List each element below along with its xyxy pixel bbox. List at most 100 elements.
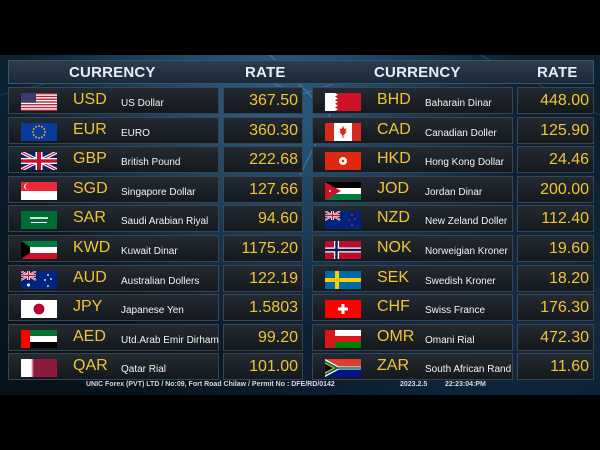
- currency-name: Omani Rial: [425, 334, 475, 346]
- currency-name: British Pound: [121, 157, 181, 169]
- currency-cell: CAD Canadian Doller: [312, 116, 513, 144]
- header-rate-right: RATE: [537, 64, 578, 81]
- table-header: CURRENCY RATE CURRENCY RATE: [8, 60, 594, 84]
- rate-value: 19.60: [517, 235, 594, 262]
- currency-code: NOK: [377, 239, 412, 256]
- currency-cell: JPY Japanese Yen: [8, 294, 219, 322]
- currency-row-aed: AED Utd.Arab Emir Dirham 99.20: [8, 323, 304, 351]
- currency-name: Kuwait Dinar: [121, 246, 178, 257]
- currency-cell: AED Utd.Arab Emir Dirham: [8, 323, 219, 351]
- rate-value: 125.90: [517, 116, 594, 144]
- flag-nz-icon: [325, 211, 361, 230]
- currency-name: US Dollar: [121, 98, 164, 109]
- currency-name: Australian Dollers: [121, 275, 200, 287]
- rate-value: 99.20: [223, 323, 303, 351]
- currency-code: CHF: [377, 298, 410, 316]
- flag-jo-icon: [325, 181, 361, 200]
- currency-cell: AUD Australian Dollers: [8, 264, 219, 292]
- currency-row-zar: ZAR South African Rand 11.60: [312, 353, 594, 381]
- currency-cell: USD US Dollar: [8, 87, 219, 114]
- currency-name: Canadian Doller: [425, 127, 497, 139]
- currency-cell: HKD Hong Kong Dollar: [312, 146, 513, 174]
- rate-value: 1175.20: [223, 235, 303, 262]
- currency-code: QAR: [73, 357, 108, 375]
- flag-no-icon: [325, 241, 361, 259]
- currency-cell: OMR Omani Rial: [312, 323, 513, 351]
- flag-qa-icon: [21, 359, 57, 378]
- currency-name: Norweigian Kroner: [425, 246, 508, 257]
- flag-ca-icon: [325, 122, 361, 141]
- rate-value: 112.40: [517, 205, 594, 233]
- rate-value: 1.5803: [223, 294, 303, 322]
- currency-row-bhd: BHD Baharain Dinar 448.00: [312, 87, 594, 114]
- currency-cell: SEK Swedish Kroner: [312, 264, 513, 292]
- currency-name: Qatar Rial: [121, 364, 167, 376]
- header-currency-left: CURRENCY: [69, 64, 156, 81]
- currency-name: New Zeland Doller: [425, 216, 508, 228]
- currency-cell: QAR Qatar Rial: [8, 353, 219, 381]
- currency-cell: NOK Norweigian Kroner: [312, 235, 513, 262]
- rate-value: 122.19: [223, 264, 303, 292]
- currency-row-gbp: GBP British Pound 222.68: [8, 146, 304, 174]
- footer-bar: UNIC Forex (PVT) LTD / No:09, Fort Road …: [0, 380, 600, 392]
- rate-value: 200.00: [517, 175, 594, 203]
- currency-name: Swedish Kroner: [425, 275, 496, 287]
- flag-gb-icon: [21, 152, 57, 171]
- currency-code: BHD: [377, 91, 411, 108]
- header-rate-left: RATE: [245, 64, 286, 81]
- currency-code: JOD: [377, 179, 409, 197]
- currency-name: South African Rand: [425, 364, 512, 376]
- currency-name: Singapore Dollar: [121, 186, 196, 198]
- currency-code: NZD: [377, 209, 410, 227]
- currency-code: CAD: [377, 120, 411, 138]
- currency-name: EURO: [121, 127, 150, 139]
- currency-name: Baharain Dinar: [425, 98, 492, 109]
- rate-value: 472.30: [517, 323, 594, 351]
- currency-row-usd: USD US Dollar 367.50: [8, 87, 304, 114]
- currency-code: GBP: [73, 150, 107, 168]
- currency-row-jpy: JPY Japanese Yen 1.5803: [8, 294, 304, 322]
- currency-cell: SAR Saudi Arabian Riyal: [8, 205, 219, 233]
- currency-cell: CHF Swiss France: [312, 294, 513, 322]
- flag-sa-icon: [21, 211, 57, 230]
- currency-code: OMR: [377, 327, 415, 345]
- currency-name: Utd.Arab Emir Dirham: [121, 334, 219, 346]
- flag-jp-icon: [21, 300, 57, 319]
- currency-name: Saudi Arabian Riyal: [121, 216, 209, 228]
- rate-value: 101.00: [223, 353, 303, 381]
- currency-code: HKD: [377, 150, 411, 168]
- rate-value: 24.46: [517, 146, 594, 174]
- flag-au-icon: [21, 270, 57, 289]
- rate-value: 360.30: [223, 116, 303, 144]
- flag-za-icon: [325, 359, 361, 378]
- currency-cell: EUR EURO: [8, 116, 219, 144]
- currency-row-hkd: HKD Hong Kong Dollar 24.46: [312, 146, 594, 174]
- currency-row-nok: NOK Norweigian Kroner 19.60: [312, 235, 594, 262]
- footer-time: 22:23:04:PM: [445, 381, 486, 388]
- currency-code: AED: [73, 327, 106, 345]
- flag-ae-icon: [21, 329, 57, 348]
- rate-value: 127.66: [223, 175, 303, 203]
- flag-bh-icon: [325, 93, 361, 111]
- currency-name: Swiss France: [425, 305, 486, 317]
- footer-date: 2023.2.5: [400, 381, 428, 388]
- currency-row-cad: CAD Canadian Doller 125.90: [312, 116, 594, 144]
- currency-code: KWD: [73, 239, 111, 256]
- currency-row-aud: AUD Australian Dollers 122.19: [8, 264, 304, 292]
- currency-code: SGD: [73, 179, 108, 197]
- flag-eu-icon: [21, 122, 57, 141]
- currency-cell: BHD Baharain Dinar: [312, 87, 513, 114]
- currency-row-sek: SEK Swedish Kroner 18.20: [312, 264, 594, 292]
- rate-value: 176.30: [517, 294, 594, 322]
- currency-code: JPY: [73, 298, 103, 316]
- currency-cell: JOD Jordan Dinar: [312, 175, 513, 203]
- currency-row-omr: OMR Omani Rial 472.30: [312, 323, 594, 351]
- currency-name: Japanese Yen: [121, 305, 184, 317]
- rate-value: 367.50: [223, 87, 303, 114]
- flag-se-icon: [325, 270, 361, 289]
- currency-row-sar: SAR Saudi Arabian Riyal 94.60: [8, 205, 304, 233]
- currency-row-chf: CHF Swiss France 176.30: [312, 294, 594, 322]
- currency-cell: NZD New Zeland Doller: [312, 205, 513, 233]
- currency-name: Jordan Dinar: [425, 186, 483, 198]
- currency-code: SEK: [377, 268, 410, 286]
